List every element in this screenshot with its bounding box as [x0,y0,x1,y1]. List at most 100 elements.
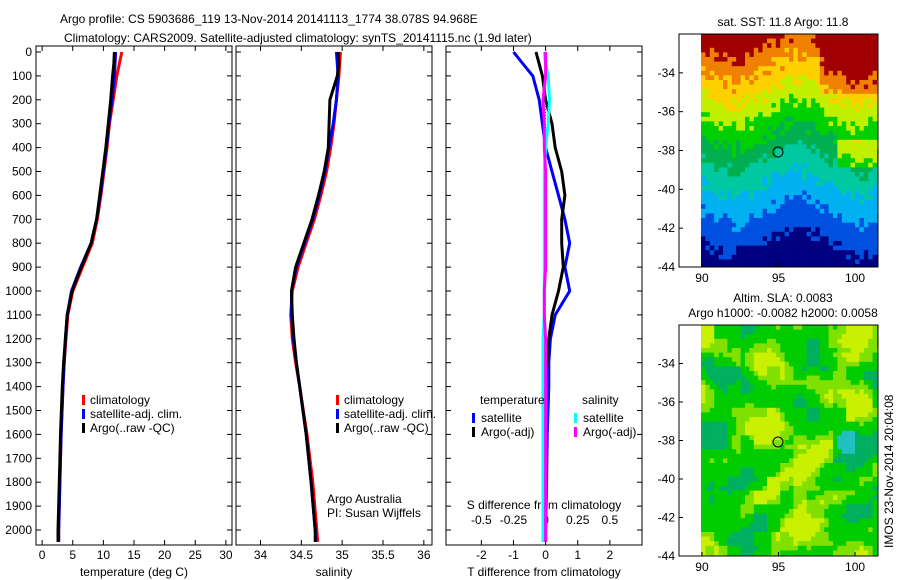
map-cell [793,509,799,514]
map-cell [775,334,781,340]
map-cell [753,93,759,99]
x-tick-label: 5 [69,548,76,562]
map-cell [784,338,790,344]
map-cell [797,375,803,381]
map-cell [846,407,851,413]
map-cell [701,518,706,524]
map-cell [806,435,812,441]
map-cell [705,61,711,67]
map-cell [736,208,741,214]
map-cell [833,421,838,427]
map-cell [775,139,781,145]
map-cell [705,236,711,242]
map-cell [802,394,807,399]
map-cell [736,412,741,418]
map-cell [740,522,746,528]
map-cell [806,103,812,108]
map-cell [859,389,865,395]
map-cell [841,103,847,108]
map-cell [806,375,812,381]
map-cell [811,66,816,72]
map-cell [789,334,794,340]
map-cell [736,181,741,187]
map-cell [789,403,794,409]
map-cell [868,135,873,141]
map-cell [784,361,790,367]
map-cell [727,394,733,399]
map-cell [731,513,737,519]
map-cell [784,357,790,363]
map-cell [762,126,768,131]
map-cell [811,70,816,76]
map-cell [833,181,838,187]
map-cell [731,499,737,505]
map-cell [802,80,807,85]
map-cell [740,185,746,191]
map-cell [736,264,741,267]
map-cell [740,329,746,335]
map-cell [872,227,878,233]
map-cell [793,93,799,99]
map-cell [762,476,768,482]
map-cell [714,126,719,131]
map-cell [819,38,825,44]
map-cell [828,472,834,478]
map-cell [797,403,803,409]
map-cell [841,389,847,395]
map-cell [837,172,843,177]
map-cell [819,245,825,251]
map-cell [767,236,772,242]
map-cell [723,541,728,547]
map-cell [841,472,847,478]
map-cell [736,236,741,242]
map-cell [797,449,803,455]
map-cell [841,440,847,445]
map-cell [797,463,803,468]
map-cell [793,70,799,76]
map-cell [740,116,746,122]
map-cell [775,499,781,505]
map-cell [727,426,733,432]
map-cell [771,518,777,524]
map-cell [775,98,781,104]
map-cell [771,407,777,413]
map-cell [789,449,794,455]
map-cell [855,57,860,62]
map-cell [714,380,719,386]
map-cell [815,264,821,267]
legend-title: salinity [582,393,619,407]
map-cell [802,47,807,53]
map-cell [828,449,834,455]
map-cell [819,195,825,200]
map-cell [868,412,873,418]
map-cell [850,199,856,205]
map-cell [793,218,799,223]
map-cell [705,121,711,127]
map-cell [815,98,821,104]
map-cell [841,499,847,505]
map-cell [767,112,772,118]
map-cell [767,398,772,404]
map-cell [714,181,719,187]
map-cell [797,241,803,246]
map-cell [709,375,715,381]
map-cell [797,371,803,376]
map-cell [762,259,768,265]
map-cell [753,421,759,427]
map-cell [745,417,750,422]
map-cell [749,352,755,358]
map-cell [705,204,711,210]
map-cell [736,75,741,81]
map-cell [863,467,869,473]
map-cell [872,199,878,205]
map-cell [762,80,768,85]
map-cell [749,430,755,436]
map-cell [705,185,711,191]
axes-frame [445,45,643,546]
map-cell [815,149,821,154]
map-cell [740,490,746,496]
map-cell [718,348,724,353]
map-cell [819,545,825,551]
map-cell [872,121,878,127]
map-cell [863,218,869,223]
